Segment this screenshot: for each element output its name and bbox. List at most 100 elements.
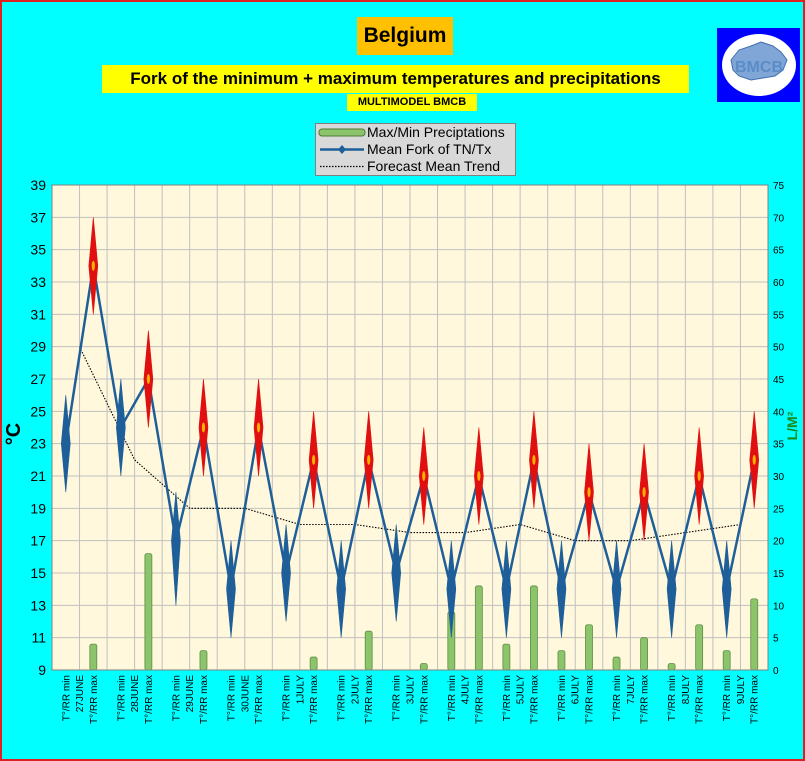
x-tick-label-max: T°/RR max [529,675,540,724]
x-tick-label-date: 9JULY [736,675,747,705]
y-tick-label: 9 [38,662,46,678]
legend-item-trend: Forecast Mean Trend [316,158,515,175]
x-tick-label-max: T°/RR max [89,675,100,724]
precip-bar [89,643,98,671]
x-tick-label-date: 8JULY [681,675,692,705]
tmax-marker-highlight [587,487,591,498]
x-tick-label-min: T°/RR min [116,675,127,721]
precip-bar [474,585,483,671]
tmin-marker [116,378,126,477]
legend-precip-swatch [318,128,366,137]
tmin-marker [556,540,567,638]
legend-label-fork: Mean Fork of TN/Tx [367,141,492,157]
tmax-marker-highlight [697,471,701,481]
x-tick-label-date: 1JULY [295,675,306,705]
y2-tick-label: 55 [773,310,785,321]
tmax-marker-highlight [91,260,95,271]
tmin-marker [391,524,402,622]
y2-tick-label: 70 [773,213,785,224]
y2-tick-label: 50 [773,343,785,354]
x-tick-label-max: T°/RR max [585,675,596,724]
tmin-marker [721,540,732,638]
y2-tick-label: 60 [773,278,785,289]
y-axis-title: °C [3,423,25,445]
tmin-marker [171,492,181,606]
x-tick-label-date: 30JUNE [240,675,251,713]
tmin-marker [336,540,346,638]
tmin-marker [446,540,457,638]
y-tick-label: 33 [30,274,46,290]
precip-bar [557,650,566,671]
y-tick-label: 29 [30,339,46,355]
chart-legend: Max/Min Preciptations Mean Fork of TN/Tx… [315,123,516,176]
y2-tick-label: 25 [773,504,785,515]
legend-label-precip: Max/Min Preciptations [367,124,505,140]
precip-bar [750,598,759,671]
fork-line [64,265,756,595]
y-tick-label: 17 [30,533,46,549]
precip-bar [722,650,731,671]
x-tick-labels: T°/RR min 27JUNE T°/RR max T°/RR min 28JUNE T… [61,675,760,724]
x-tick-label-max: T°/RR max [144,675,155,724]
y2-tick-label: 5 [773,634,779,645]
x-tick-label-date: 7JULY [626,675,637,705]
legend-fork-swatch [320,145,364,154]
x-tick-label-max: T°/RR max [254,675,265,724]
precip-bar [144,553,153,671]
y-tick-label: 27 [30,371,46,387]
precip-bar [612,656,621,671]
legend-trend-swatch [320,165,364,168]
y-tick-label: 31 [30,306,46,322]
tmax-marker-highlight [532,454,536,465]
legend-item-fork: Mean Fork of TN/Tx [316,141,515,158]
precip-bar [309,656,318,671]
y2-tick-label: 40 [773,407,785,418]
x-tick-label-min: T°/RR min [282,675,293,721]
tmin-marker [281,524,291,622]
axes [51,184,769,671]
y2-axis-title: L/M² [784,411,800,440]
bmcb-logo: BMCB [717,28,800,102]
precip-bar [502,643,511,671]
y-tick-label: 39 [30,177,46,193]
x-tick-label-min: T°/RR min [61,675,72,721]
bmcb-logo-text: BMCB [735,59,783,76]
legend-label-trend: Forecast Mean Trend [367,158,501,174]
y2-tick-label: 0 [773,666,779,677]
precip-bar [419,663,428,671]
y2-tick-label: 20 [773,537,785,548]
tmin-marker [666,540,677,638]
y2-tick-label: 75 [773,181,785,192]
tmax-marker-highlight [477,471,481,481]
tmin-marker [611,540,622,638]
x-tick-label-max: T°/RR max [750,675,761,724]
x-tick-label-date: 27JUNE [75,675,86,713]
tmin-marker [501,540,512,638]
legend-item-precip: Max/Min Preciptations [316,124,515,141]
tmax-marker-highlight [312,454,316,465]
plot-border [51,184,769,671]
y-tick-label: 23 [30,436,46,452]
tmin-marker [60,395,71,493]
x-tick-label-date: 2JULY [350,675,361,705]
x-tick-label-date: 28JUNE [130,675,141,713]
x-tick-label-date: 29JUNE [185,675,196,713]
y-tick-label: 35 [30,242,46,258]
temperature-diamonds [60,217,760,638]
x-tick-label-min: T°/RR min [171,675,182,721]
precip-bar [695,624,704,671]
y-tick-label: 19 [30,500,46,516]
x-tick-label-max: T°/RR max [419,675,430,724]
x-tick-label-min: T°/RR min [667,675,678,721]
precip-bar [640,637,648,671]
tmin-marker [226,540,236,638]
precip-bar [364,630,373,671]
tmax-marker-highlight [422,471,426,481]
tmax-marker-highlight [146,374,150,384]
y2-tick-label: 45 [773,375,785,386]
precip-bar [667,663,676,671]
tmax-marker-highlight [367,454,371,465]
x-tick-label-max: T°/RR max [364,675,375,724]
